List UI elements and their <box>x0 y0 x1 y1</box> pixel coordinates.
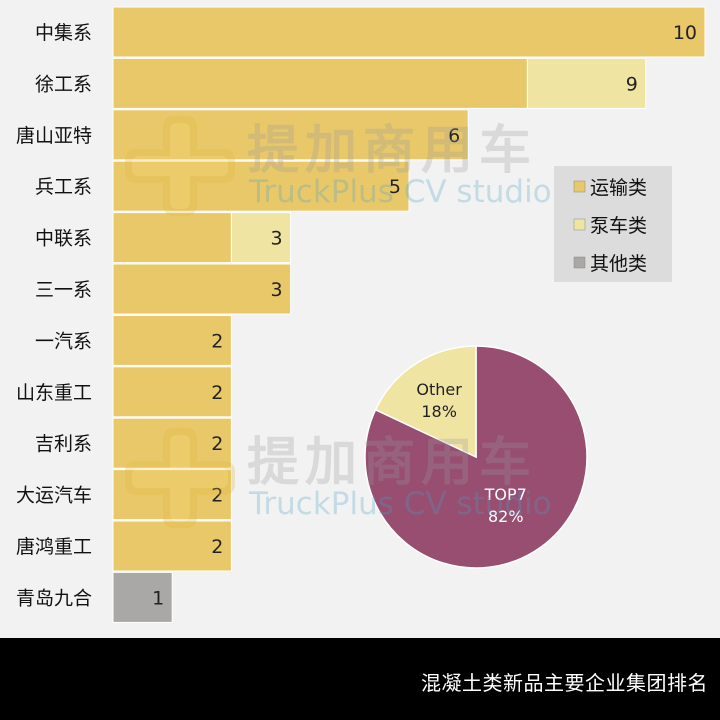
legend-box <box>554 166 672 282</box>
pie-slice <box>374 345 477 459</box>
bar-total-label: 6 <box>448 125 460 147</box>
category-label: 徐工系 <box>35 73 92 95</box>
bar-total-label: 2 <box>211 382 223 404</box>
bar-total-label: 2 <box>211 485 223 507</box>
legend-label: 运输类 <box>590 177 647 199</box>
category-label: 唐鸿重工 <box>16 536 92 558</box>
pie-value-label: 82% <box>488 507 524 526</box>
pie-value-label: 18% <box>421 402 457 421</box>
bar-segment <box>112 469 232 521</box>
footer-bar: 混凝土类新品主要企业集团排名 <box>0 638 720 720</box>
chart-svg: 中集系 10 徐工系 9 唐山亚特 6 兵工系 5 中联系 3 三一系 3 一汽系 2 山东重工 2 吉利系 2 大… <box>16 6 706 623</box>
bar-total-label: 2 <box>211 330 223 352</box>
legend-swatch <box>573 218 586 231</box>
category-label: 一汽系 <box>35 330 92 352</box>
category-label: 大运汽车 <box>16 485 92 507</box>
bar-total-label: 10 <box>673 22 697 44</box>
category-label: 中联系 <box>35 228 92 250</box>
bar-segment <box>112 109 469 161</box>
category-label: 青岛九合 <box>16 587 92 609</box>
bar-segment <box>230 212 292 264</box>
bar-total-label: 1 <box>152 587 164 609</box>
bar-total-label: 5 <box>389 176 401 198</box>
bar-segment <box>112 520 232 572</box>
bar-segment <box>112 57 528 109</box>
bar-total-label: 2 <box>211 536 223 558</box>
legend-label: 泵车类 <box>590 215 647 237</box>
category-label: 兵工系 <box>35 176 92 198</box>
bar-segment <box>112 571 173 623</box>
bar-segment <box>526 57 647 109</box>
bar-segment <box>112 417 232 469</box>
category-label: 三一系 <box>35 279 92 301</box>
bar-total-label: 2 <box>211 433 223 455</box>
footer-title: 混凝土类新品主要企业集团排名 <box>421 671 708 695</box>
legend-swatch <box>573 180 586 193</box>
bar-total-label: 9 <box>626 73 638 95</box>
bar-segment <box>112 314 232 366</box>
category-label: 唐山亚特 <box>16 125 92 147</box>
category-label: 中集系 <box>35 22 92 44</box>
category-label: 山东重工 <box>16 382 92 404</box>
bar-segment <box>112 263 292 315</box>
bar-total-label: 3 <box>271 279 283 301</box>
bar-segment <box>112 366 232 418</box>
pie-label: Other <box>416 380 462 399</box>
legend-label: 其他类 <box>590 253 647 275</box>
bar-segment <box>112 160 410 212</box>
pie-label: TOP7 <box>484 485 527 504</box>
legend-swatch <box>573 256 586 269</box>
bar-segment <box>112 6 706 58</box>
bar-total-label: 3 <box>271 228 283 250</box>
bar-segment <box>112 212 232 264</box>
category-label: 吉利系 <box>35 433 92 455</box>
